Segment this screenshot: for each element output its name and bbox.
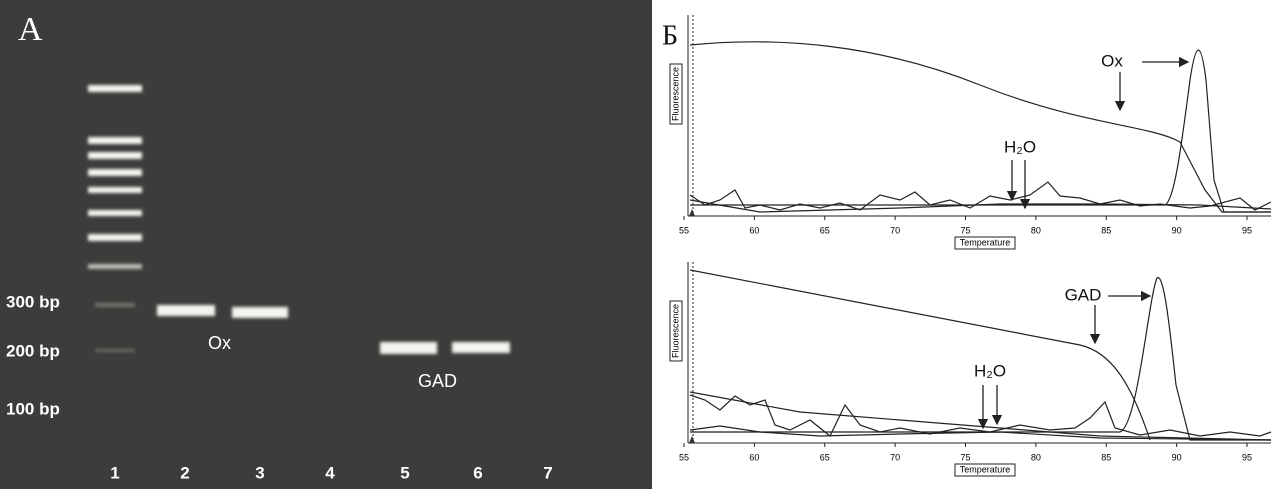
x-tick-label: 60	[749, 225, 759, 235]
y-axis-label-box	[669, 63, 683, 125]
annotation: H₂O	[974, 361, 1006, 380]
x-tick-label: 95	[1242, 225, 1252, 235]
lane-label: 1	[110, 463, 119, 482]
x-tick-label: 70	[890, 225, 900, 235]
x-axis-label: Temperature	[960, 464, 1011, 474]
x-tick-label: 80	[1031, 452, 1041, 462]
y-axis-label-box	[669, 300, 683, 362]
x-tick-label: 85	[1101, 452, 1111, 462]
y-axis-label: Fluorescence	[670, 304, 680, 358]
band-label: Ox	[208, 333, 231, 353]
x-axis-label-box	[954, 236, 1016, 250]
annotation: Ox	[1101, 51, 1123, 70]
x-axis-label-box	[954, 463, 1016, 477]
size-marker: 300 bp	[6, 292, 60, 311]
gel-bands	[88, 85, 510, 354]
marker-triangle	[689, 209, 695, 216]
x-tick-label: 70	[890, 452, 900, 462]
panel-label: A	[18, 11, 43, 48]
marker-triangle	[689, 436, 695, 443]
x-tick-label: 75	[960, 225, 970, 235]
melt-curves-2	[689, 269, 1271, 441]
melt-curves-1	[689, 41, 1271, 213]
x-tick-label: 65	[820, 452, 830, 462]
x-tick-label: 90	[1172, 225, 1182, 235]
x-tick-label: 55	[679, 452, 689, 462]
band-label: GAD	[418, 371, 457, 391]
lane-label: 4	[325, 463, 335, 482]
gel	[0, 0, 652, 489]
x-tick-label: 60	[749, 452, 759, 462]
x-tick-label: 75	[960, 452, 970, 462]
size-marker: 100 bp	[6, 399, 60, 418]
panel-label: Б	[662, 20, 678, 51]
annotation: H₂O	[1004, 137, 1036, 156]
lane-label: 3	[255, 463, 264, 482]
annotation: GAD	[1065, 285, 1102, 304]
lane-label: 2	[180, 463, 189, 482]
x-tick-label: 85	[1101, 225, 1111, 235]
y-axis-label: Fluorescence	[670, 67, 680, 121]
size-marker: 200 bp	[6, 341, 60, 360]
x-axis-label: Temperature	[960, 237, 1011, 247]
x-tick-label: 65	[820, 225, 830, 235]
x-tick-label: 90	[1172, 452, 1182, 462]
x-tick-label: 80	[1031, 225, 1041, 235]
x-tick-label: 55	[679, 225, 689, 235]
lane-label: 7	[543, 463, 552, 482]
lane-label: 6	[473, 463, 482, 482]
x-tick-label: 95	[1242, 452, 1252, 462]
lane-label: 5	[400, 463, 409, 482]
